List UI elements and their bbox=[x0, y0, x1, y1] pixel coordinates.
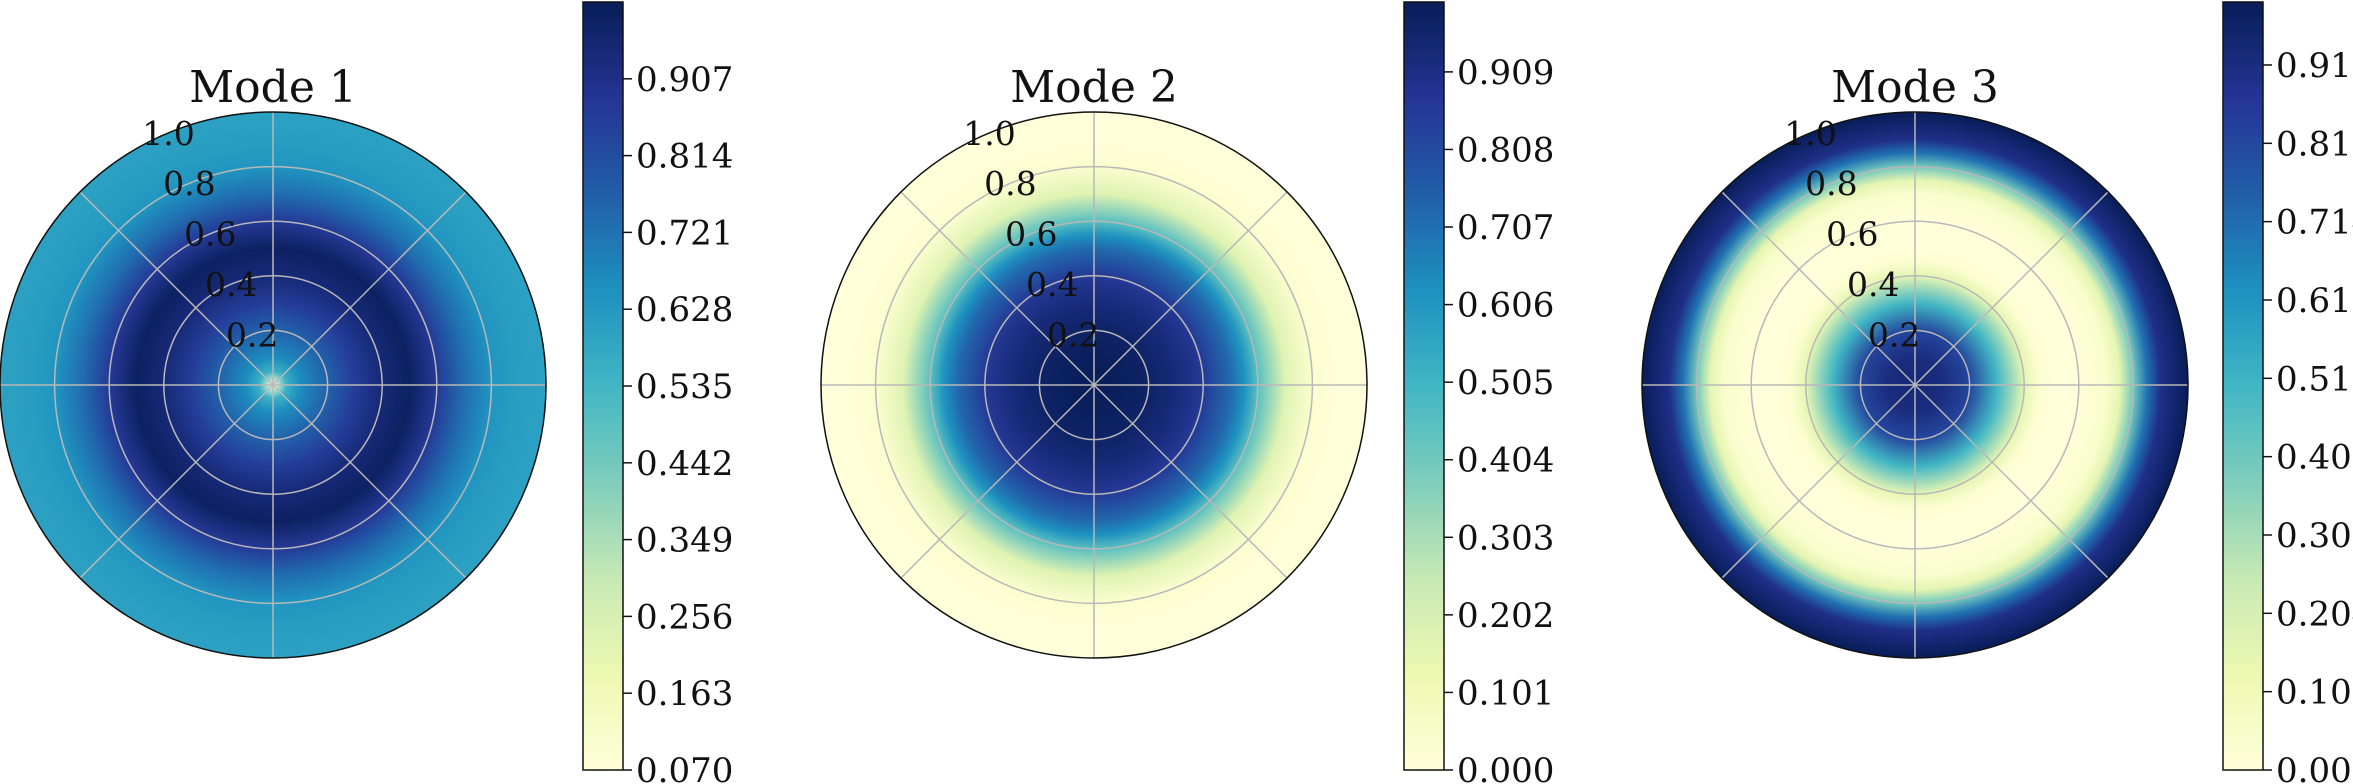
colorbar-gradient bbox=[582, 1, 624, 771]
angular-gridline bbox=[1093, 384, 1288, 579]
colorbar-3: 0.000 0.102 0.204 0.306 0.408 0.510 0.612 0.714… bbox=[2222, 1, 2353, 784]
colorbar-tick-label: 0.303 bbox=[1457, 518, 1554, 558]
angular-gridline bbox=[1914, 384, 2109, 579]
colorbar-tick-label: 0.408 bbox=[2276, 438, 2353, 478]
colorbar-tick-label: 0.256 bbox=[636, 597, 733, 637]
angular-gridline bbox=[272, 384, 467, 579]
colorbar-tick-label: 0.070 bbox=[636, 751, 733, 784]
colorbar-tick-label: 0.814 bbox=[636, 137, 733, 177]
panel-title: Mode 2 bbox=[1010, 62, 1178, 113]
radial-tick-label: 0.6 bbox=[1826, 215, 1878, 254]
colorbar-tick-label: 0.163 bbox=[636, 674, 733, 714]
radial-tick-label: 0.8 bbox=[163, 164, 215, 203]
colorbar-tick-label: 0.000 bbox=[2276, 751, 2353, 784]
radial-tick-label: 0.4 bbox=[205, 265, 257, 304]
radial-tick-label: 1.0 bbox=[1784, 114, 1836, 153]
radial-tick-label: 0.8 bbox=[1805, 164, 1857, 203]
colorbar-tick-label: 0.349 bbox=[636, 521, 733, 561]
colorbar-tick-label: 0.000 bbox=[1457, 751, 1554, 784]
radial-tick-label: 1.0 bbox=[963, 114, 1015, 153]
colorbar-tick-label: 0.721 bbox=[636, 213, 733, 253]
colorbar-1: 0.070 0.163 0.256 0.349 0.442 0.535 0.628 0.721… bbox=[582, 1, 733, 784]
angular-gridline bbox=[1914, 191, 2109, 386]
angular-gridline bbox=[900, 384, 1095, 579]
colorbar-tick-label: 0.505 bbox=[1457, 363, 1554, 403]
colorbar-tick-label: 0.102 bbox=[2276, 673, 2353, 713]
colorbar-tick-label: 0.306 bbox=[2276, 516, 2353, 556]
angular-gridline bbox=[79, 384, 274, 579]
radial-tick-label: 0.6 bbox=[1005, 215, 1057, 254]
radial-tick-label: 0.2 bbox=[226, 316, 278, 355]
radial-tick-label: 0.2 bbox=[1868, 316, 1920, 355]
colorbar-tick-label: 0.404 bbox=[1457, 441, 1554, 481]
colorbar-tick-label: 0.101 bbox=[1457, 673, 1554, 713]
angular-gridline bbox=[900, 191, 1095, 386]
colorbar-tick-label: 0.204 bbox=[2276, 594, 2353, 634]
colorbar-tick-label: 0.606 bbox=[1457, 286, 1554, 326]
angular-gridline bbox=[272, 191, 467, 386]
radial-tick-label: 0.6 bbox=[184, 215, 236, 254]
polar-spine bbox=[1641, 111, 2189, 659]
colorbar-tick-label: 0.202 bbox=[1457, 596, 1554, 636]
colorbar-tick-label: 0.628 bbox=[636, 290, 733, 330]
polar-spine bbox=[820, 111, 1368, 659]
angular-gridline bbox=[79, 191, 274, 386]
colorbar-tick-label: 0.612 bbox=[2276, 281, 2353, 321]
colorbar-gradient bbox=[2222, 1, 2264, 771]
radial-tick-label: 0.8 bbox=[984, 164, 1036, 203]
colorbar-tick-label: 0.907 bbox=[636, 60, 733, 100]
radial-tick-label: 0.2 bbox=[1047, 316, 1099, 355]
radial-tick-label: 0.4 bbox=[1847, 265, 1899, 304]
radial-tick-label: 1.0 bbox=[142, 114, 194, 153]
colorbar-tick-label: 0.714 bbox=[2276, 203, 2353, 243]
polar-spine bbox=[0, 111, 547, 659]
angular-gridline bbox=[1093, 191, 1288, 386]
panel-title: Mode 1 bbox=[189, 62, 357, 113]
angular-gridline bbox=[1721, 384, 1916, 579]
colorbar-2: 0.000 0.101 0.202 0.303 0.404 0.505 0.606 0.707… bbox=[1403, 1, 1554, 784]
colorbar-gradient bbox=[1403, 1, 1445, 771]
angular-gridline bbox=[1721, 191, 1916, 386]
colorbar-tick-label: 0.535 bbox=[636, 367, 733, 407]
colorbar-tick-label: 0.918 bbox=[2276, 46, 2353, 86]
colorbar-tick-label: 0.707 bbox=[1457, 208, 1554, 248]
panel-title: Mode 3 bbox=[1831, 62, 1999, 113]
colorbar-tick-label: 0.808 bbox=[1457, 130, 1554, 170]
colorbar-tick-label: 0.442 bbox=[636, 444, 733, 484]
colorbar-tick-label: 0.816 bbox=[2276, 124, 2353, 164]
radial-tick-label: 0.4 bbox=[1026, 265, 1078, 304]
colorbar-tick-label: 0.909 bbox=[1457, 53, 1554, 93]
colorbar-tick-label: 0.510 bbox=[2276, 359, 2353, 399]
